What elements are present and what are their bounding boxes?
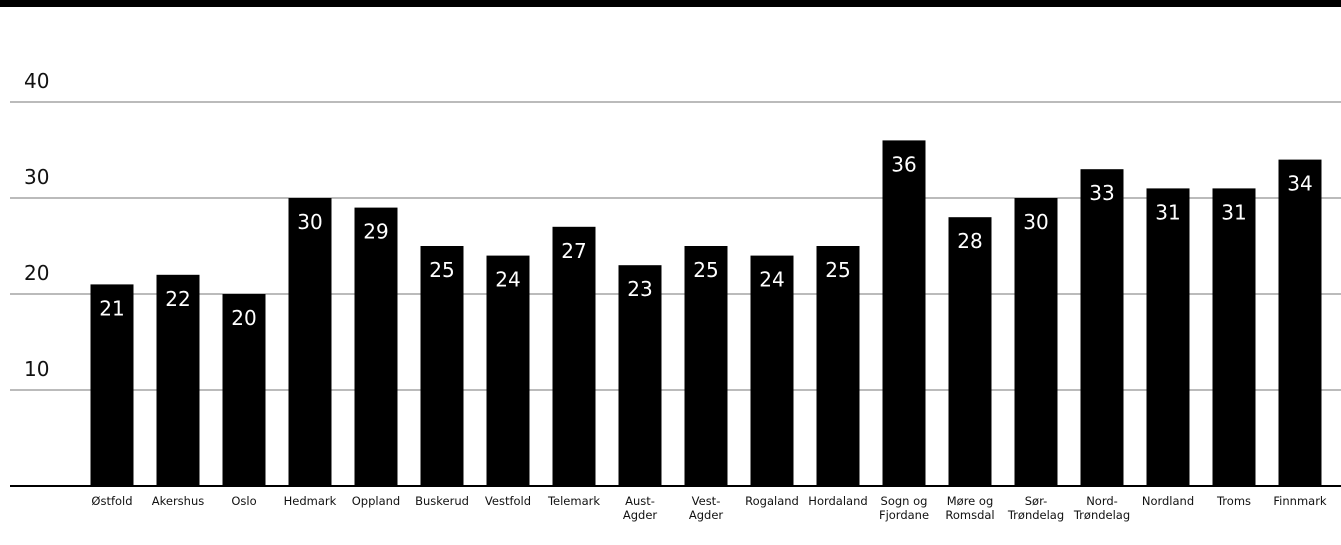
x-tick-label: Hedmark — [284, 494, 337, 508]
x-tick-label: Østfold — [91, 494, 132, 508]
x-tick-label: Oslo — [231, 494, 256, 508]
bar — [288, 198, 332, 486]
bar — [420, 246, 464, 486]
x-tick-label: Troms — [1216, 494, 1251, 508]
x-tick-label: Buskerud — [415, 494, 469, 508]
x-tick-label: Vestfold — [485, 494, 531, 508]
x-axis: Østfold Akershus Oslo Hedmark Oppland Buskeru… — [10, 485, 1341, 522]
bar-value-label: 20 — [231, 306, 256, 330]
bar-value-label: 25 — [429, 258, 454, 282]
x-tick-label: Oppland — [352, 494, 400, 508]
y-tick-label: 10 — [24, 357, 49, 381]
bar-value-label: 21 — [99, 296, 124, 320]
bar-value-label: 31 — [1155, 200, 1180, 224]
bar — [684, 246, 728, 486]
bar-value-label: 36 — [891, 152, 916, 176]
bar — [1014, 198, 1058, 486]
x-tick-label: Nord-Trøndelag — [1073, 494, 1130, 522]
bar — [90, 284, 134, 486]
bar-value-label: 30 — [1023, 210, 1048, 234]
bar — [948, 217, 992, 486]
x-tick-label: Nordland — [1142, 494, 1194, 508]
bar-value-label: 34 — [1287, 172, 1312, 196]
bar-value-label: 33 — [1089, 181, 1114, 205]
x-tick-label: Rogaland — [745, 494, 799, 508]
bar-value-label: 28 — [957, 229, 982, 253]
y-axis: 1020304050 — [24, 69, 49, 381]
bar-value-label: 24 — [759, 268, 784, 292]
bar — [1212, 188, 1256, 486]
bar — [552, 226, 596, 487]
bar-value-label: 25 — [825, 258, 850, 282]
x-tick-label: Telemark — [547, 494, 600, 508]
bar — [156, 274, 200, 486]
bar — [816, 246, 860, 486]
bar-value-label: 22 — [165, 287, 190, 311]
bar — [618, 265, 662, 486]
bar — [1146, 188, 1190, 486]
y-tick-label: 30 — [24, 165, 49, 189]
x-tick-label: Hordaland — [808, 494, 867, 508]
top-rule — [0, 0, 1341, 7]
x-tick-label: Sør-Trøndelag — [1007, 494, 1064, 522]
bar-value-label: 23 — [627, 277, 652, 301]
gridlines — [10, 101, 1341, 391]
bar — [882, 140, 926, 486]
bars: 21 22 20 30 29 25 24 27 23 25 24 25 36 28 30 33 31 31 34 — [90, 140, 1322, 487]
bar — [222, 294, 266, 486]
x-tick-label: Akershus — [152, 494, 204, 508]
bar — [750, 255, 794, 486]
x-tick-label: Møre og Romsdal — [945, 494, 994, 522]
bar — [1080, 169, 1124, 486]
bar-value-label: 30 — [297, 210, 322, 234]
bar-value-label: 25 — [693, 258, 718, 282]
x-tick-label: Finnmark — [1273, 494, 1327, 508]
bar-value-label: 31 — [1221, 200, 1246, 224]
x-tick-label: Aust-Agder — [623, 494, 658, 522]
x-tick-label: Vest-Agder — [689, 494, 724, 522]
y-tick-label: 40 — [24, 69, 49, 93]
bar-value-label: 24 — [495, 268, 520, 292]
x-tick-label: Sogn og Fjordane — [879, 494, 929, 522]
bar — [354, 207, 398, 486]
bar — [1278, 159, 1322, 486]
bar-value-label: 29 — [363, 220, 388, 244]
y-tick-label: 20 — [24, 261, 49, 285]
bar — [486, 255, 530, 486]
bar-value-label: 27 — [561, 239, 586, 263]
